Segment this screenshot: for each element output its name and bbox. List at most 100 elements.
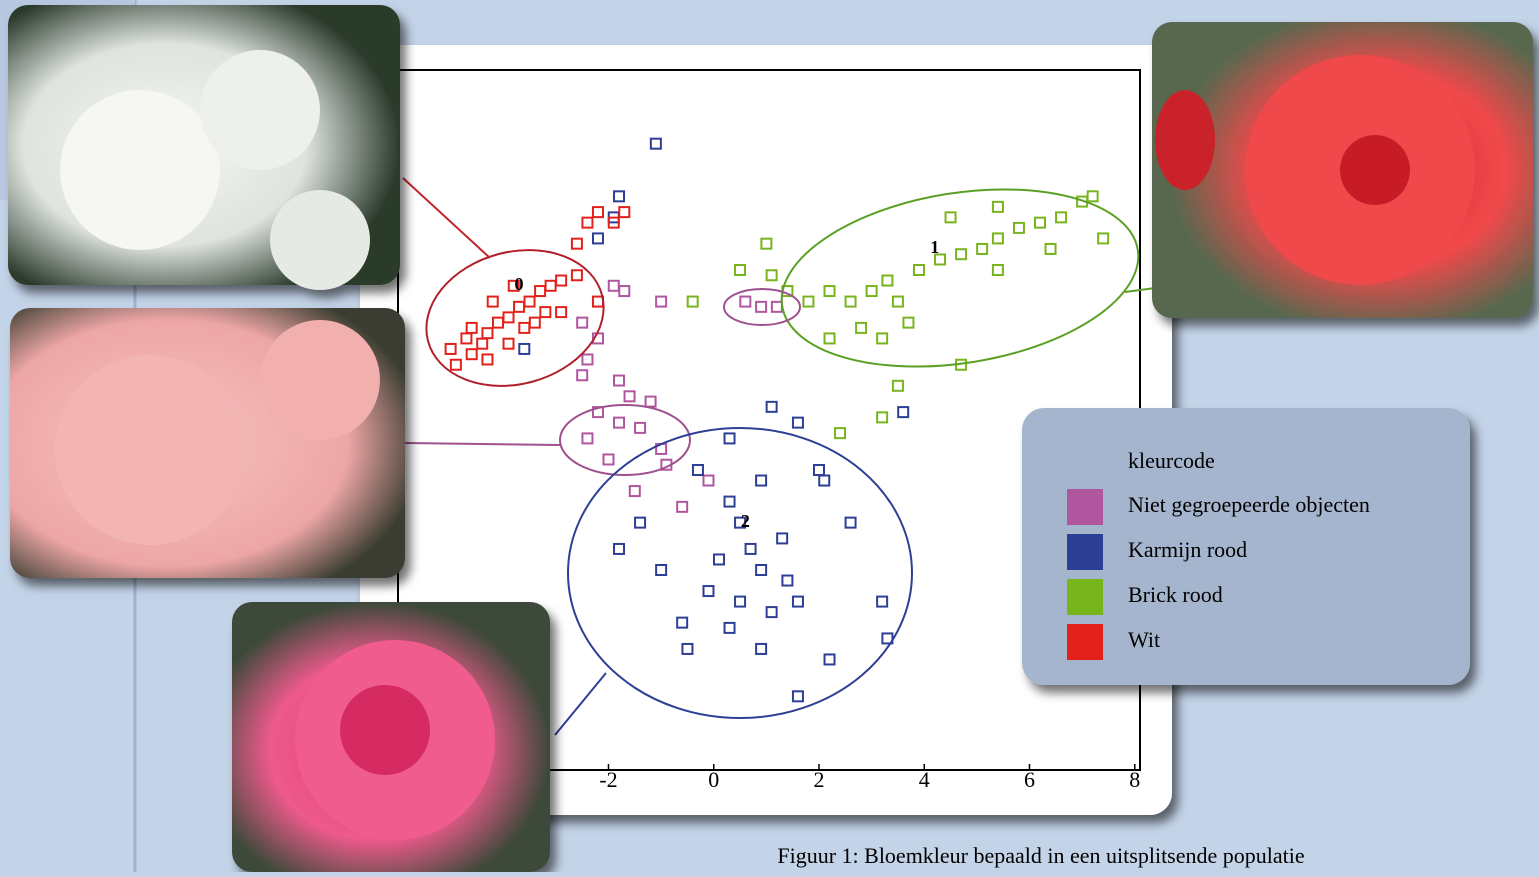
- caption: Figuur 1: Bloemkleur bepaald in een uits…: [777, 843, 1304, 868]
- point: [823, 653, 836, 666]
- legend-swatch: [1067, 534, 1103, 570]
- ellipse: [723, 288, 801, 326]
- x-tick-label: 0: [708, 767, 719, 792]
- legend-label: Wit: [1128, 627, 1160, 652]
- point: [818, 474, 831, 487]
- point: [681, 642, 694, 655]
- point: [481, 353, 494, 366]
- connector: [404, 442, 561, 446]
- point: [791, 416, 804, 429]
- petal: [60, 90, 220, 250]
- point: [449, 358, 462, 371]
- point: [581, 432, 594, 445]
- legend-box: [1022, 408, 1470, 685]
- point: [634, 421, 647, 434]
- point: [628, 485, 641, 498]
- legend-title: kleurcode: [1128, 448, 1215, 473]
- point: [481, 327, 494, 340]
- point: [823, 285, 836, 298]
- petal: [270, 190, 370, 290]
- point: [934, 253, 947, 266]
- photo-red: [1152, 22, 1533, 318]
- point: [655, 295, 668, 308]
- point: [602, 453, 615, 466]
- point: [776, 532, 789, 545]
- legend: kleurcode Niet gegroepeerde objecten Karm…: [1067, 448, 1370, 660]
- photo-white: [8, 5, 400, 290]
- point: [691, 464, 704, 476]
- point: [523, 295, 536, 308]
- point: [1044, 242, 1057, 255]
- point: [881, 274, 894, 287]
- legend-swatch: [1067, 489, 1103, 525]
- point: [876, 332, 889, 345]
- point: [865, 285, 878, 298]
- point: [834, 427, 847, 440]
- point: [518, 342, 531, 355]
- ellipse: [425, 249, 605, 387]
- connector: [554, 672, 607, 736]
- point: [465, 321, 478, 334]
- point: [676, 500, 689, 513]
- point: [570, 269, 583, 282]
- point: [591, 232, 604, 245]
- petal: [260, 320, 380, 440]
- point: [591, 206, 604, 219]
- point: [823, 332, 836, 345]
- point: [676, 616, 689, 629]
- point: [634, 516, 647, 529]
- x-tick-label: 8: [1129, 767, 1140, 792]
- point: [713, 553, 726, 566]
- point: [702, 585, 715, 598]
- point: [744, 542, 757, 555]
- point: [607, 279, 620, 292]
- point: [539, 306, 552, 319]
- point: [760, 237, 773, 250]
- point: [802, 295, 815, 308]
- x-tick-label: 2: [813, 767, 824, 792]
- point: [581, 216, 594, 229]
- point: [976, 242, 989, 255]
- point: [1097, 232, 1110, 245]
- connector: [402, 177, 491, 259]
- point: [1034, 216, 1047, 229]
- legend-label: Brick rood: [1128, 582, 1223, 607]
- point: [755, 642, 768, 655]
- point: [613, 374, 626, 387]
- x-tick-label: 4: [919, 767, 930, 792]
- point: [613, 542, 626, 555]
- point: [723, 432, 736, 445]
- point: [991, 200, 1004, 213]
- legend-label: Niet gegroepeerde objecten: [1128, 492, 1370, 517]
- point: [723, 495, 736, 508]
- photo-magenta: [232, 602, 550, 872]
- point: [765, 606, 778, 619]
- legend-label: Karmijn rood: [1128, 537, 1247, 562]
- point: [570, 237, 583, 250]
- point: [576, 369, 589, 382]
- point: [902, 316, 915, 329]
- point: [555, 274, 568, 287]
- point: [623, 390, 636, 403]
- x-tick-label: 6: [1024, 767, 1035, 792]
- point: [607, 216, 620, 229]
- point: [723, 621, 736, 634]
- connector: [1124, 287, 1156, 293]
- point: [686, 295, 699, 308]
- point: [734, 595, 747, 608]
- petal: [200, 50, 320, 170]
- point: [765, 400, 778, 413]
- point: [655, 564, 668, 576]
- point: [876, 411, 889, 424]
- point: [844, 295, 857, 308]
- point: [791, 690, 804, 703]
- point: [702, 474, 715, 487]
- cluster-label: 1: [930, 237, 939, 257]
- point: [649, 137, 662, 150]
- point: [755, 564, 768, 576]
- point: [486, 295, 499, 308]
- bud: [1155, 90, 1215, 190]
- point: [876, 595, 889, 608]
- photo-pink: [10, 308, 405, 578]
